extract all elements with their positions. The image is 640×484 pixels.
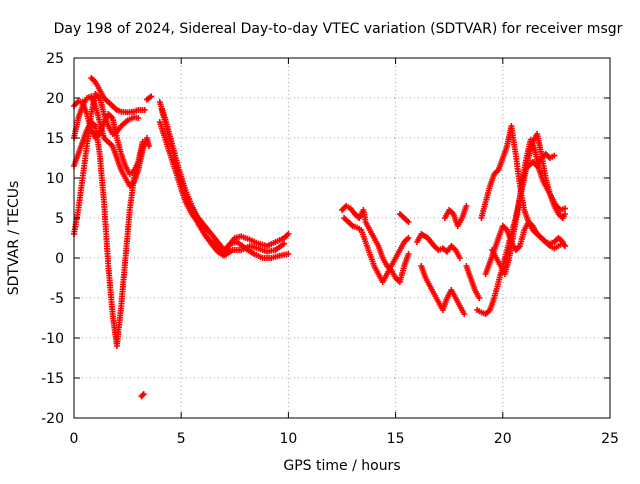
- chart-title: Day 198 of 2024, Sidereal Day-to-day VTE…: [54, 21, 623, 37]
- y-tick-label: 0: [55, 251, 64, 267]
- series-trace-13: [396, 211, 412, 225]
- series-trace-21: [482, 219, 568, 277]
- data-point: [405, 235, 412, 241]
- data-point: [285, 251, 292, 257]
- data-point: [562, 205, 568, 212]
- data-point: [135, 115, 142, 121]
- series-trace-7: [138, 391, 147, 400]
- series-trace-4: [71, 98, 146, 177]
- data-point: [456, 255, 463, 261]
- y-tick-label: 10: [46, 171, 64, 187]
- data-point: [551, 152, 558, 159]
- y-tick-label: 20: [46, 91, 64, 107]
- data-point: [285, 231, 292, 237]
- series-trace-14: [414, 231, 463, 261]
- data-point: [562, 243, 568, 249]
- series-trace-10: [156, 119, 288, 259]
- data-layer: [71, 75, 568, 400]
- tick-labels: 0 5 10 15 20 25 -20 -15 -10 -5 0 5 10 15 20 25: [41, 51, 619, 447]
- y-tick-label: -10: [41, 331, 64, 347]
- data-point: [139, 143, 146, 149]
- series-trace-5: [88, 75, 148, 116]
- x-tick-label: 15: [387, 431, 405, 447]
- series-trace-2: [71, 119, 146, 349]
- data-point: [405, 251, 412, 257]
- y-tick-label: 25: [46, 51, 64, 67]
- x-tick-label: 25: [601, 431, 619, 447]
- series-trace-17: [463, 263, 483, 301]
- tick-layer: [73, 57, 611, 419]
- y-tick-label: -5: [50, 291, 64, 307]
- y-tick-label: -15: [41, 371, 64, 387]
- data-point: [562, 211, 568, 217]
- series-trace-22: [525, 151, 558, 169]
- data-point: [281, 240, 288, 247]
- y-tick-label: 15: [46, 131, 64, 147]
- y-tick-label: -20: [41, 411, 64, 427]
- data-point: [405, 219, 412, 225]
- series-trace-12: [341, 215, 412, 285]
- data-point: [461, 311, 468, 317]
- data-point: [141, 107, 148, 113]
- grid: [74, 58, 610, 418]
- series-trace-6: [143, 93, 155, 103]
- data-point: [476, 295, 483, 301]
- data-point: [140, 391, 147, 397]
- x-tick-label: 5: [177, 431, 186, 447]
- x-tick-label: 10: [279, 431, 297, 447]
- data-point: [146, 143, 152, 149]
- y-tick-label: 5: [55, 211, 64, 227]
- data-point: [139, 392, 146, 399]
- series-trace-3: [71, 93, 152, 189]
- x-tick-label: 0: [70, 431, 79, 447]
- data-point: [148, 93, 155, 100]
- series-trace-15: [418, 263, 468, 317]
- series-trace-20: [489, 136, 568, 277]
- series-trace-18: [474, 131, 568, 317]
- x-axis-label: GPS time / hours: [283, 458, 400, 474]
- series-trace-16: [441, 203, 470, 229]
- y-axis-label: SDTVAR / TECUs: [6, 181, 22, 296]
- x-tick-label: 20: [494, 431, 512, 447]
- plot-frame: [73, 57, 611, 419]
- data-point: [463, 203, 470, 209]
